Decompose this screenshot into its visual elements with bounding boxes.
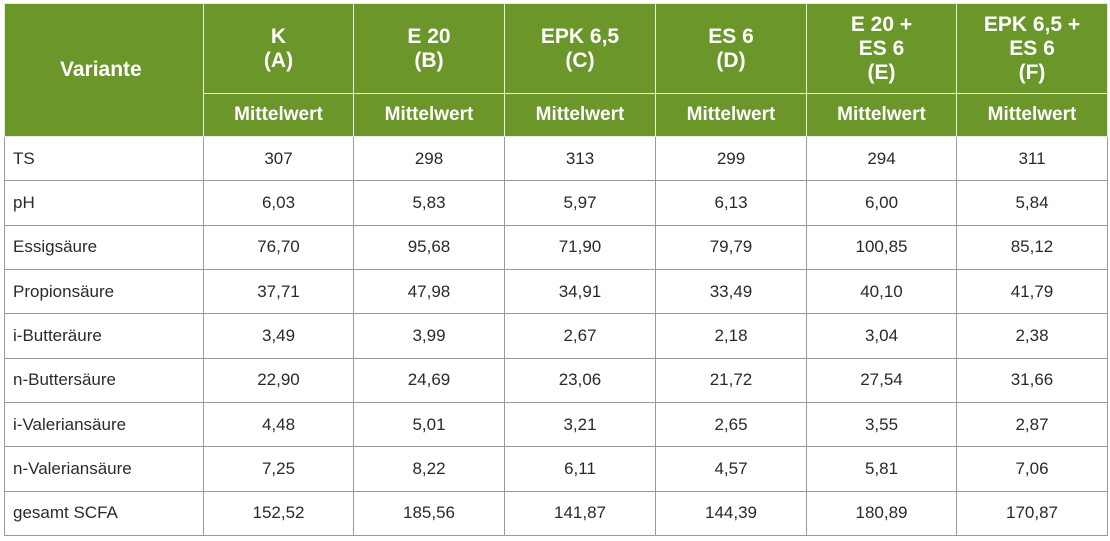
value-cell: 3,04: [806, 313, 957, 359]
value-cell: 76,70: [203, 224, 354, 270]
value-cell: 21,72: [655, 357, 807, 403]
value-cell: 5,81: [806, 446, 957, 492]
subheader-row: Mittelwert Mittelwert Mittelwert Mittelw…: [5, 93, 1108, 137]
row-label: n-Valeriansäure: [4, 446, 204, 492]
value-cell: 2,18: [655, 313, 807, 359]
subheader-mittelwert: Mittelwert: [203, 93, 354, 137]
value-cell: 4,48: [203, 401, 354, 448]
table-row: i-Butteräure 3,49 3,99 2,67 2,18 3,04 2,38: [4, 313, 1108, 359]
value-cell: 307: [203, 135, 354, 182]
group-header-es6: ES 6 (D): [655, 3, 807, 94]
value-cell: 34,91: [504, 268, 656, 315]
table-row: Propionsäure 37,71 47,98 34,91 33,49 40,10 41,…: [4, 268, 1108, 315]
value-cell: 2,38: [956, 313, 1108, 359]
value-cell: 40,10: [806, 268, 957, 315]
table-row: Essigsäure 76,70 95,68 71,90 79,79 100,85 85,1…: [4, 224, 1108, 270]
value-cell: 2,67: [504, 313, 656, 359]
value-cell: 170,87: [956, 490, 1108, 537]
value-cell: 298: [353, 135, 505, 182]
value-cell: 7,25: [203, 446, 354, 492]
row-label: Essigsäure: [4, 224, 204, 270]
table-body: TS 307 298 313 299 294 311 pH 6,03 5,83 5,97 6,13 6,…: [4, 135, 1108, 537]
row-label: n-Buttersäure: [4, 357, 204, 403]
value-cell: 24,69: [353, 357, 505, 403]
value-cell: 152,52: [203, 490, 354, 537]
value-cell: 37,71: [203, 268, 354, 315]
value-cell: 95,68: [353, 224, 505, 270]
subheader-mittelwert: Mittelwert: [504, 93, 656, 137]
table-row: i-Valeriansäure 4,48 5,01 3,21 2,65 3,55 2,87: [4, 401, 1108, 448]
value-cell: 311: [956, 135, 1108, 182]
value-cell: 85,12: [956, 224, 1108, 270]
table-row: pH 6,03 5,83 5,97 6,13 6,00 5,84: [4, 180, 1108, 226]
row-label: TS: [4, 135, 204, 182]
value-cell: 31,66: [956, 357, 1108, 403]
value-cell: 5,83: [353, 180, 505, 226]
value-cell: 313: [504, 135, 656, 182]
group-header-e20: E 20 (B): [353, 3, 505, 94]
value-cell: 5,97: [504, 180, 656, 226]
value-cell: 6,11: [504, 446, 656, 492]
value-cell: 3,55: [806, 401, 957, 448]
table-row: n-Buttersäure 22,90 24,69 23,06 21,72 27,54 31…: [4, 357, 1108, 403]
value-cell: 6,00: [806, 180, 957, 226]
value-cell: 3,99: [353, 313, 505, 359]
subheader-mittelwert: Mittelwert: [353, 93, 505, 137]
variant-header: Variante: [4, 3, 204, 137]
value-cell: 3,21: [504, 401, 656, 448]
value-cell: 23,06: [504, 357, 656, 403]
subheader-mittelwert: Mittelwert: [806, 93, 957, 137]
value-cell: 41,79: [956, 268, 1108, 315]
value-cell: 22,90: [203, 357, 354, 403]
value-cell: 79,79: [655, 224, 807, 270]
header-row: Variante K (A) E 20 (B) EPK 6,5 (C) ES 6 (D)…: [4, 3, 1108, 137]
group-header-e20-es6: E 20 + ES 6 (E): [806, 3, 957, 94]
value-cell: 185,56: [353, 490, 505, 537]
value-cell: 8,22: [353, 446, 505, 492]
value-cell: 7,06: [956, 446, 1108, 492]
value-cell: 144,39: [655, 490, 807, 537]
value-cell: 47,98: [353, 268, 505, 315]
value-cell: 33,49: [655, 268, 807, 315]
value-cell: 6,03: [203, 180, 354, 226]
row-label: Propionsäure: [4, 268, 204, 315]
value-cell: 71,90: [504, 224, 656, 270]
table-row: gesamt SCFA 152,52 185,56 141,87 144,39 180,8…: [4, 490, 1108, 537]
value-cell: 3,49: [203, 313, 354, 359]
value-cell: 299: [655, 135, 807, 182]
table-row: n-Valeriansäure 7,25 8,22 6,11 4,57 5,81 7,06: [4, 446, 1108, 492]
row-label: pH: [4, 180, 204, 226]
value-cell: 141,87: [504, 490, 656, 537]
value-cell: 2,87: [956, 401, 1108, 448]
value-cell: 27,54: [806, 357, 957, 403]
data-table: Variante K (A) E 20 (B) EPK 6,5 (C) ES 6 (D)…: [4, 3, 1108, 537]
group-header-epk65-es6: EPK 6,5 + ES 6 (F): [956, 3, 1108, 94]
value-cell: 4,57: [655, 446, 807, 492]
subheader-mittelwert: Mittelwert: [956, 93, 1108, 137]
group-header-k: K (A): [203, 3, 354, 94]
row-label: i-Valeriansäure: [4, 401, 204, 448]
value-cell: 2,65: [655, 401, 807, 448]
value-cell: 100,85: [806, 224, 957, 270]
row-label: i-Butteräure: [4, 313, 204, 359]
table-row: TS 307 298 313 299 294 311: [4, 135, 1108, 182]
value-cell: 6,13: [655, 180, 807, 226]
group-header-epk65: EPK 6,5 (C): [504, 3, 656, 94]
value-cell: 294: [806, 135, 957, 182]
value-cell: 5,01: [353, 401, 505, 448]
subheader-mittelwert: Mittelwert: [655, 93, 807, 137]
value-cell: 5,84: [956, 180, 1108, 226]
row-label: gesamt SCFA: [4, 490, 204, 537]
value-cell: 180,89: [806, 490, 957, 537]
